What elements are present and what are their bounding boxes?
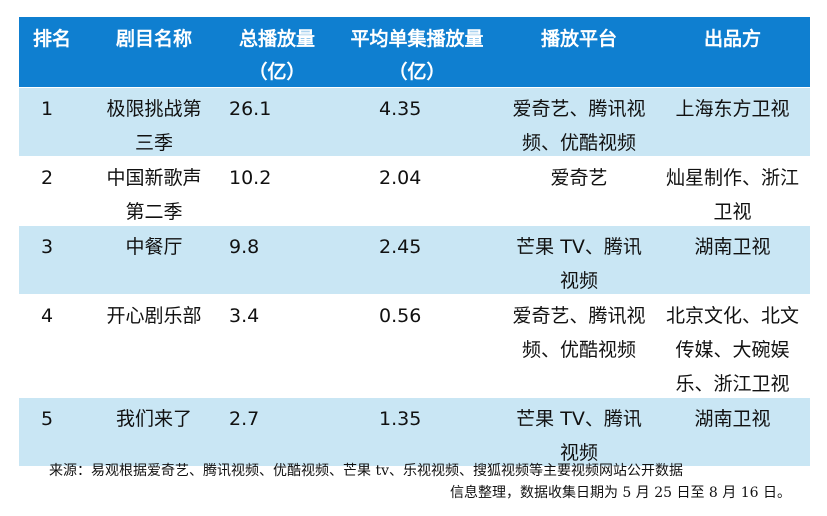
header-total-plays: 总播放量 （亿） (238, 28, 315, 83)
table-row: 3 中餐厅 9.8 2.45 芒果 TV、腾讯 视频 湖南卫视 (19, 225, 810, 294)
cell-title: 中餐厅 (125, 236, 183, 258)
cell-producer: 上海东方卫视 (675, 98, 790, 120)
cell-rank: 2 (41, 167, 54, 189)
cell-producer: 灿星制作、浙江 卫视 (665, 167, 799, 223)
header-avg-plays: 平均单集播放量 （亿） (350, 28, 484, 83)
cell-title: 中国新歌声 第二季 (106, 167, 202, 223)
cell-rank: 3 (41, 236, 54, 258)
cell-platform: 爱奇艺、腾讯视 频、优酷视频 (512, 98, 646, 154)
cell-avg: 0.56 (379, 305, 422, 327)
cell-total: 3.4 (229, 305, 260, 327)
cell-total: 2.7 (229, 408, 260, 430)
cell-total: 26.1 (229, 98, 272, 120)
cell-rank: 4 (41, 305, 54, 327)
table-row: 5 我们来了 2.7 1.35 芒果 TV、腾讯 视频 湖南卫视 (19, 397, 810, 466)
cell-producer: 北京文化、北文 传媒、大碗娱 乐、浙江卫视 (665, 305, 799, 395)
cell-platform: 芒果 TV、腾讯 视频 (516, 408, 642, 464)
table-row: 2 中国新歌声 第二季 10.2 2.04 爱奇艺 灿星制作、浙江 卫视 (19, 156, 810, 225)
cell-title: 开心剧乐部 (106, 305, 202, 327)
cell-producer: 湖南卫视 (694, 408, 771, 430)
cell-title: 我们来了 (115, 408, 192, 430)
cell-avg: 1.35 (379, 408, 422, 430)
table-row: 4 开心剧乐部 3.4 0.56 爱奇艺、腾讯视 频、优酷视频 北京文化、北文 … (19, 294, 810, 397)
source-note: 来源：易观根据爱奇艺、腾讯视频、优酷视频、芒果 tv、乐视视频、搜狐视频等主要视… (19, 460, 799, 504)
header-platform: 播放平台 (540, 28, 617, 50)
table-header: 排名 剧目名称 总播放量 （亿） 平均单集播放量 （亿） 播放平台 出品方 (19, 17, 810, 87)
cell-avg: 2.45 (379, 236, 422, 258)
cell-platform: 爱奇艺 (550, 167, 608, 189)
source-note-line-1: 来源：易观根据爱奇艺、腾讯视频、优酷视频、芒果 tv、乐视视频、搜狐视频等主要视… (49, 463, 683, 479)
cell-total: 10.2 (229, 167, 272, 189)
cell-rank: 1 (41, 98, 54, 120)
cell-producer: 湖南卫视 (694, 236, 771, 258)
variety-show-table: 排名 剧目名称 总播放量 （亿） 平均单集播放量 （亿） 播放平台 出品方 1 … (19, 17, 810, 466)
cell-total: 9.8 (229, 236, 260, 258)
header-title: 剧目名称 (115, 28, 192, 50)
cell-avg: 4.35 (379, 98, 422, 120)
cell-platform: 芒果 TV、腾讯 视频 (516, 236, 642, 292)
cell-avg: 2.04 (379, 167, 422, 189)
header-producer: 出品方 (703, 28, 761, 50)
source-note-line-2: 信息整理，数据收集日期为 5 月 25 日至 8 月 16 日。 (449, 485, 791, 501)
cell-platform: 爱奇艺、腾讯视 频、优酷视频 (512, 305, 646, 361)
table-row: 1 极限挑战第 三季 26.1 4.35 爱奇艺、腾讯视 频、优酷视频 上海东方… (19, 87, 810, 156)
header-rank: 排名 (32, 28, 71, 50)
cell-rank: 5 (41, 408, 54, 430)
cell-title: 极限挑战第 三季 (106, 98, 202, 154)
